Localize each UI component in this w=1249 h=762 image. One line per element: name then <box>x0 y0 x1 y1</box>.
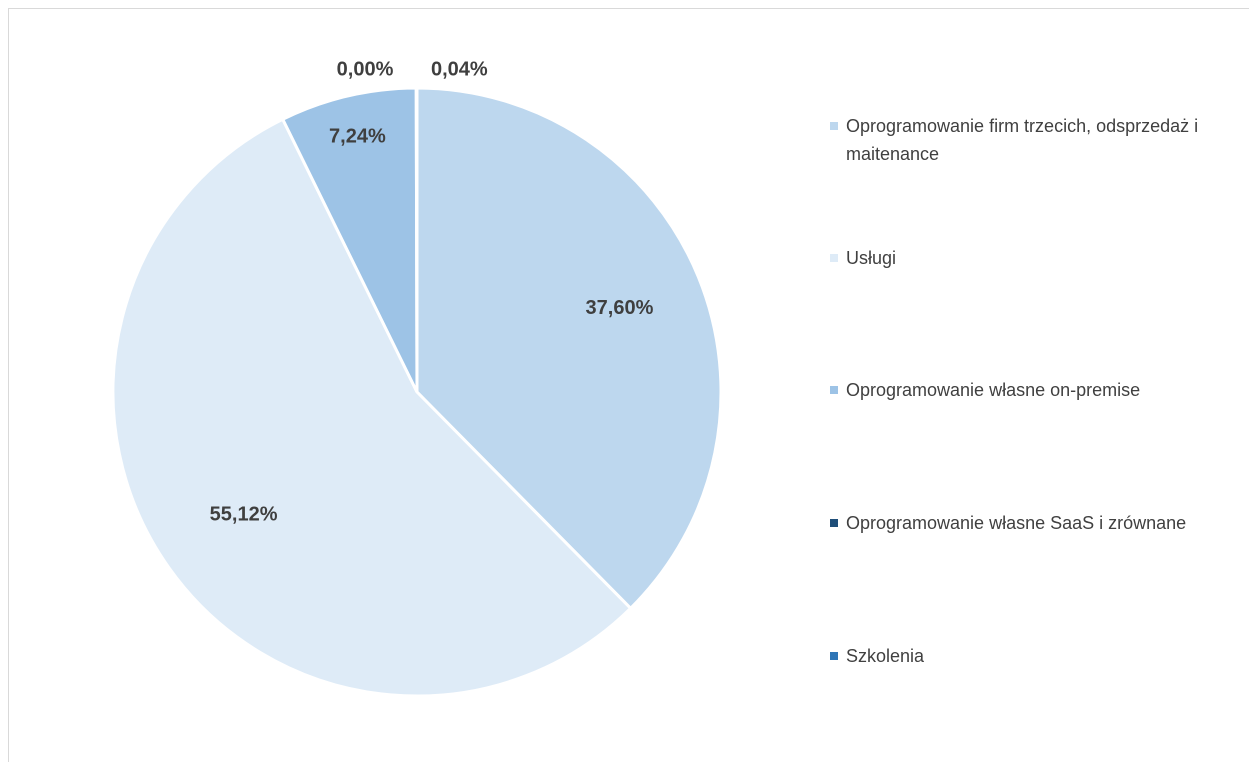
legend-swatch <box>830 652 838 660</box>
legend-label: Oprogramowanie własne SaaS i zrównane <box>846 513 1187 533</box>
slice-third-party-software <box>415 86 723 611</box>
slice-trainings <box>414 86 419 393</box>
legend-label: Usługi <box>846 248 897 268</box>
legend-label: Szkolenia <box>846 646 925 666</box>
legend-item-trainings: Szkolenia <box>830 642 1236 670</box>
data-label-own-software-on-premise: 7,24% <box>329 126 386 148</box>
data-label-own-software-saas: 0,00% <box>337 58 394 80</box>
pie-slices <box>111 86 723 698</box>
chart-frame <box>8 8 1249 762</box>
legend-label: Oprogramowanie firm trzecich, odsprzedaż… <box>846 116 1199 164</box>
data-label-third-party-software: 37,60% <box>586 297 654 319</box>
slice-own-software-on-premise <box>280 86 419 393</box>
legend-item-services: Usługi <box>830 244 1236 272</box>
legend-item-own-software-saas: Oprogramowanie własne SaaS i zrównane <box>830 509 1236 537</box>
legend-item-third-party-software: Oprogramowanie firm trzecich, odsprzedaż… <box>830 112 1236 168</box>
legend-item-own-software-on-premise: Oprogramowanie własne on-premise <box>830 376 1236 404</box>
legend-swatch <box>830 254 838 262</box>
legend-swatch <box>830 519 838 527</box>
legend-swatch <box>830 386 838 394</box>
legend-swatch <box>830 122 838 130</box>
slice-services <box>111 117 633 698</box>
data-label-trainings: 0,04% <box>431 58 488 80</box>
legend-label: Oprogramowanie własne on-premise <box>846 380 1141 400</box>
pie-data-labels: 37,60% 55,12% 7,24% 0,00% 0,04% <box>210 58 654 525</box>
data-label-services: 55,12% <box>210 504 278 526</box>
